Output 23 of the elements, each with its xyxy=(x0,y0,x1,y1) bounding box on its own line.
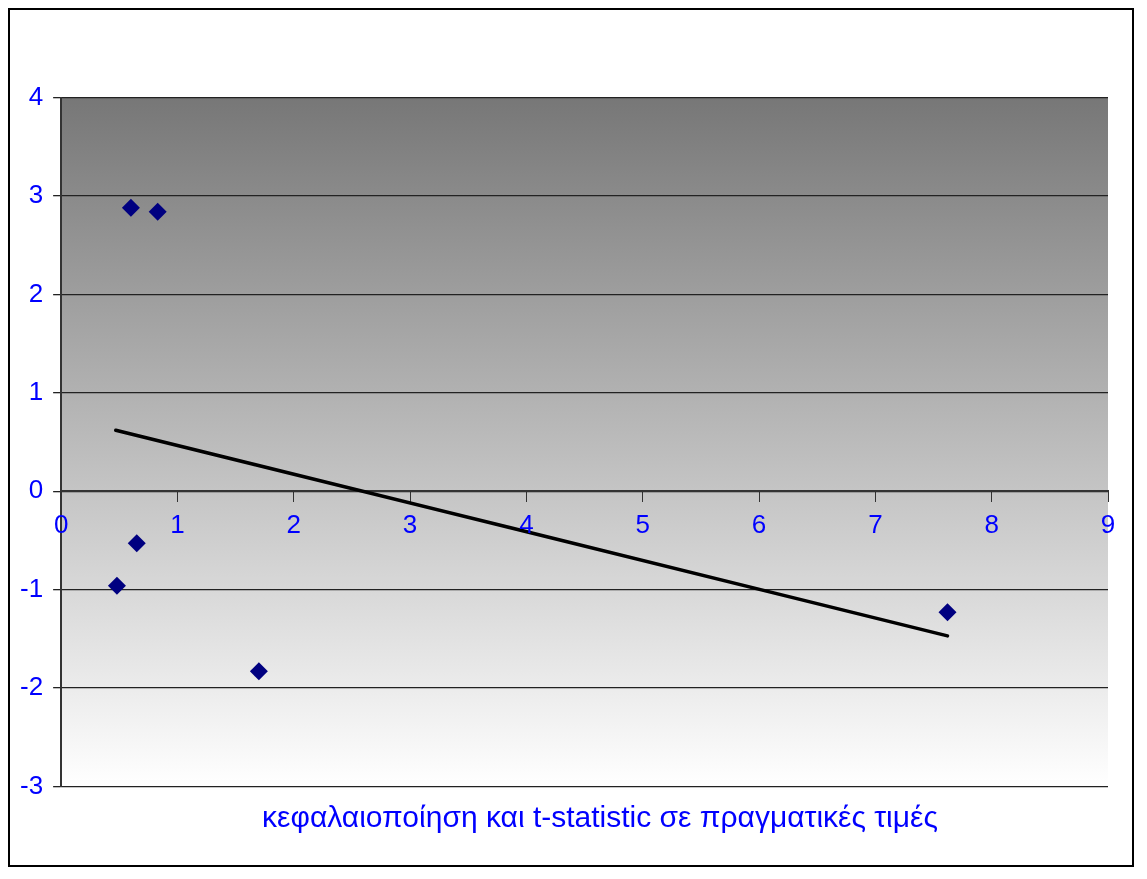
point xyxy=(127,534,146,553)
x-tick-label: 2 xyxy=(286,509,301,540)
point xyxy=(938,603,957,622)
y-tick-label: -2 xyxy=(19,671,44,702)
x-tick-label: 7 xyxy=(868,509,883,540)
y-tick-label: -3 xyxy=(19,769,44,800)
y-tick-label: 0 xyxy=(28,474,44,505)
x-tick-label: 1 xyxy=(170,509,185,540)
x-tick-label: 5 xyxy=(635,509,650,540)
y-tick-label: 2 xyxy=(28,277,44,308)
x-axis-title: κεφαλαιοποίηση και t-statistic σε πραγματικές τιμές xyxy=(261,800,939,834)
y-tick-label: 4 xyxy=(28,80,44,111)
x-tick-label: 8 xyxy=(984,509,999,540)
point xyxy=(121,198,140,217)
x-tick-label: 9 xyxy=(1100,509,1116,540)
y-tick-label: 3 xyxy=(28,179,44,210)
point xyxy=(148,202,167,221)
x-tick-label: 3 xyxy=(402,509,418,540)
point xyxy=(249,662,268,681)
point xyxy=(107,576,126,595)
x-tick-label: 6 xyxy=(751,509,767,540)
y-tick-label: -1 xyxy=(19,572,44,603)
y-tick-label: 1 xyxy=(28,375,44,406)
